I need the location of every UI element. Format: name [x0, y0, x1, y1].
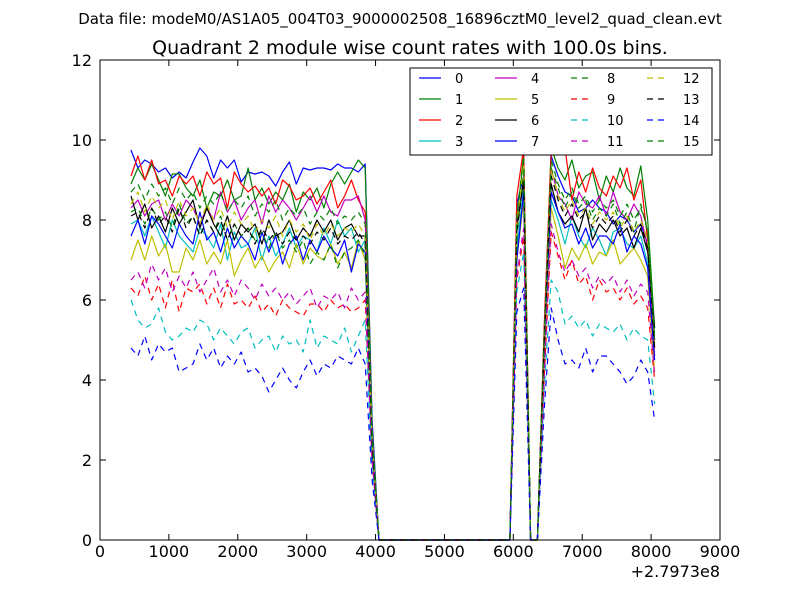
y-tick-label: 8	[82, 211, 92, 230]
y-tick-label: 6	[82, 291, 92, 310]
plot-lines	[130, 147, 656, 541]
series-line-13	[130, 175, 656, 541]
legend-label-3: 3	[455, 135, 463, 150]
x-axis: 0 1000 2000 3000 4000 5000 6000 7000 8000 9000	[95, 60, 740, 561]
x-tick-label: 7000	[562, 542, 603, 561]
series-line-12	[130, 163, 656, 541]
legend-label-11: 11	[607, 135, 624, 150]
series-line-0	[130, 147, 656, 541]
series-line-4	[130, 167, 656, 541]
series-line-11	[130, 223, 656, 541]
chart-title: Quadrant 2 module wise count rates with …	[152, 37, 668, 59]
legend-label-13: 13	[683, 93, 700, 108]
x-tick-label: 5000	[424, 542, 465, 561]
figure-suptitle: Data file: modeM0/AS1A05_004T03_90000025…	[78, 10, 722, 29]
legend-label-14: 14	[683, 114, 700, 129]
legend-label-4: 4	[531, 72, 539, 87]
legend-label-12: 12	[683, 72, 700, 87]
series-line-8	[130, 167, 656, 541]
legend-label-2: 2	[455, 114, 463, 129]
series-line-5	[130, 199, 656, 541]
legend-label-9: 9	[607, 93, 615, 108]
legend-label-0: 0	[455, 72, 463, 87]
x-tick-label: 4000	[355, 542, 396, 561]
y-tick-label: 12	[72, 51, 92, 70]
legend-label-15: 15	[683, 135, 700, 150]
x-tick-label: 0	[95, 542, 105, 561]
series-line-9	[130, 231, 656, 541]
x-tick-label: 1000	[149, 542, 190, 561]
legend-label-1: 1	[455, 93, 463, 108]
y-tick-label: 0	[82, 531, 92, 550]
series-line-10	[130, 251, 656, 541]
x-tick-label: 8000	[631, 542, 672, 561]
series-line-7	[130, 191, 656, 541]
series-line-14	[130, 287, 656, 541]
legend-label-10: 10	[607, 114, 624, 129]
y-tick-label: 4	[82, 371, 92, 390]
y-tick-label: 10	[72, 131, 92, 150]
legend-label-5: 5	[531, 93, 539, 108]
legend-label-8: 8	[607, 72, 615, 87]
x-axis-offset-label: +2.7973e8	[631, 562, 720, 581]
x-tick-label: 6000	[493, 542, 534, 561]
series-line-3	[130, 187, 656, 541]
x-tick-label: 3000	[286, 542, 327, 561]
legend-label-7: 7	[531, 135, 539, 150]
x-tick-label: 9000	[700, 542, 741, 561]
x-tick-label: 2000	[217, 542, 258, 561]
y-tick-label: 2	[82, 451, 92, 470]
series-line-6	[130, 179, 656, 541]
legend-label-6: 6	[531, 114, 539, 129]
